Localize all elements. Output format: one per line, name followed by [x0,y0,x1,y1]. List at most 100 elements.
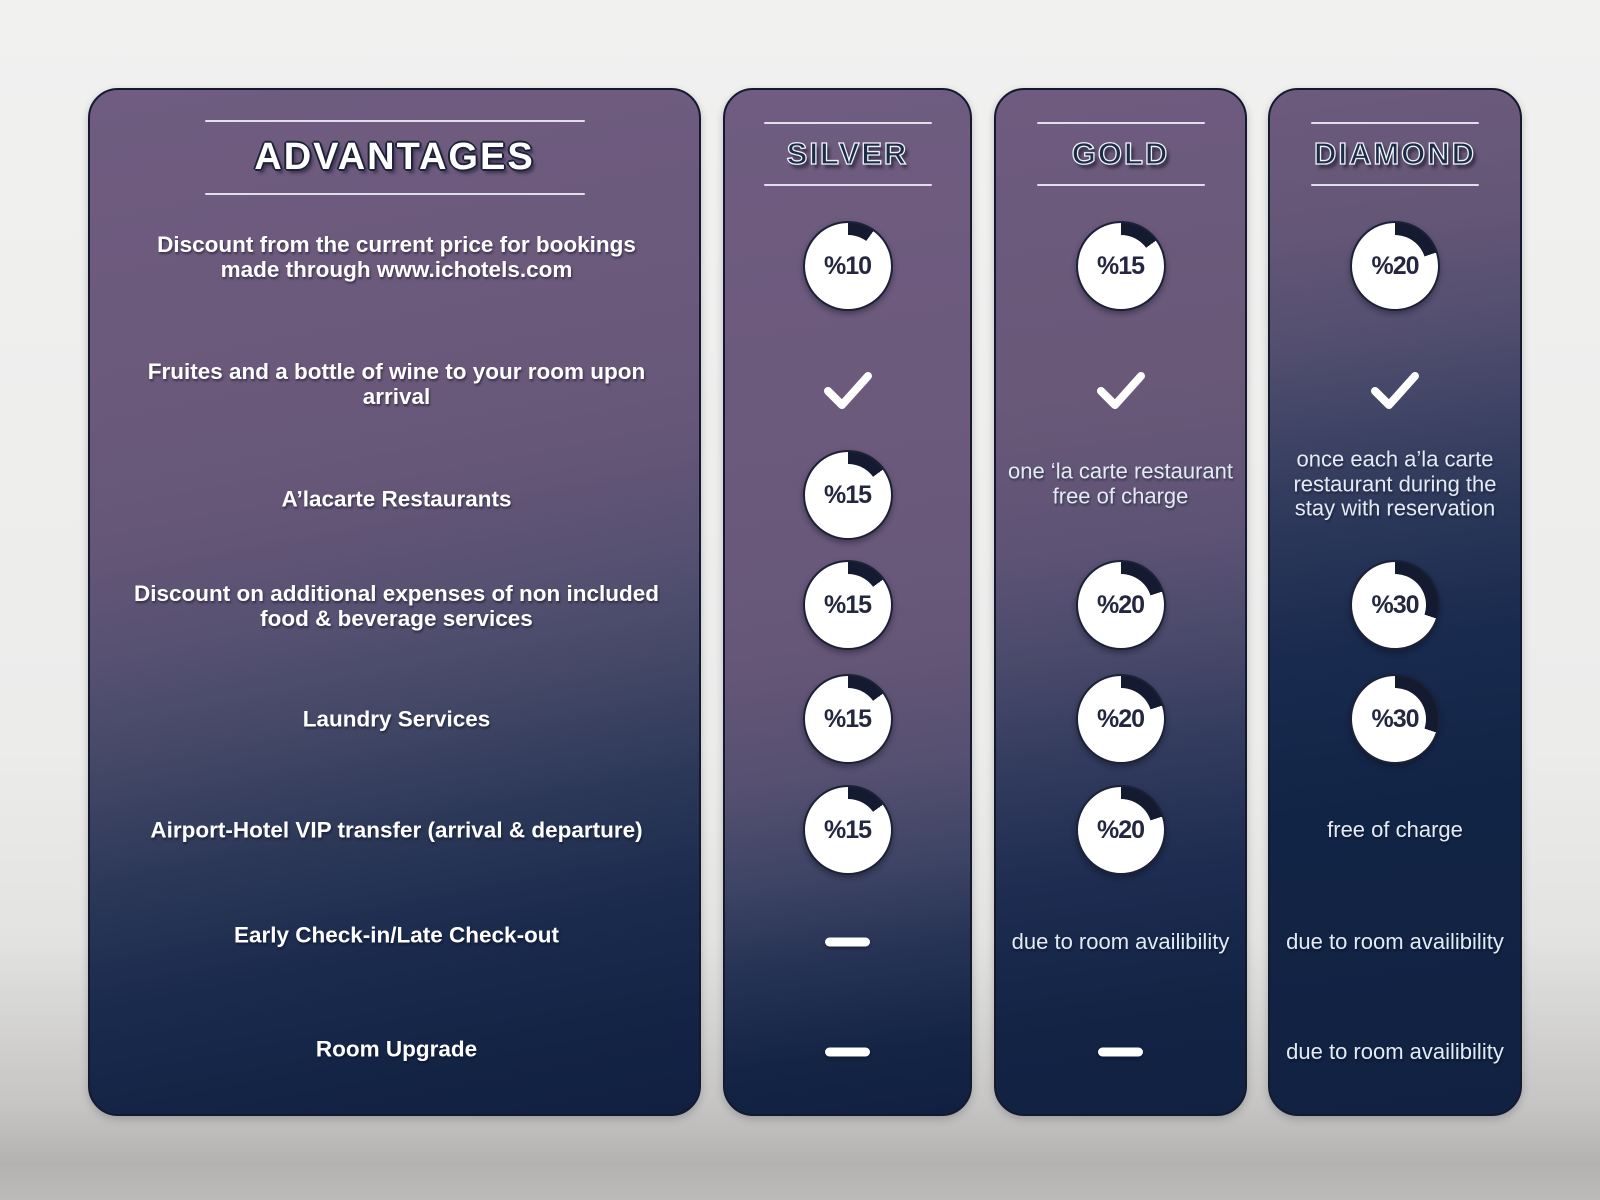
donut-chart: %20 [1350,221,1440,311]
donut-hole: %15 [816,688,879,750]
header-line-top [1311,122,1479,124]
tier-cell: due to room availibility [1270,928,1520,955]
tier-cell-text: due to room availibility [1286,928,1504,954]
tier-cell [996,369,1245,411]
donut-chart: %30 [1350,560,1440,650]
row-label: A’lacarte Restaurants [281,486,512,512]
diamond-title: DIAMOND [1313,135,1477,171]
panel-header: SILVER [725,90,970,186]
donut-hole: %30 [1364,688,1426,750]
row-label: Discount on additional expenses of non i… [133,581,660,631]
tier-cell: free of charge [1270,816,1520,843]
tier-cell: %15 [725,785,970,875]
donut-hole: %15 [1089,235,1152,297]
donut-chart: %30 [1350,674,1440,764]
donut-hole: %15 [816,574,879,636]
tier-cell [725,937,970,947]
tier-cell-text: once each a’la carte restaurant during t… [1293,446,1497,521]
tier-cell-text: free of charge [1327,816,1463,842]
tier-cell [725,1047,970,1057]
row-label: Discount from the current price for book… [157,232,636,282]
tier-cell: %20 [996,785,1245,875]
advantages-title: ADVANTAGES [254,136,535,178]
donut-value: %15 [823,590,872,619]
header-line-bottom [1311,184,1479,186]
donut-chart: %15 [802,674,893,764]
tier-cell: due to room availibility [996,928,1245,955]
donut-hole: %20 [1089,799,1152,861]
check-icon [1096,372,1145,409]
donut-value: %30 [1371,704,1419,733]
dash-mark [825,1047,870,1057]
donut-hole: %15 [816,464,879,526]
diamond-panel: DIAMOND %20 once each a’la carte restaura… [1268,88,1522,1116]
row-label: Laundry Services [302,706,491,732]
tier-cell [725,369,970,411]
donut-chart: %20 [1075,785,1166,875]
donut-value: %15 [823,480,872,509]
donut-value: %30 [1371,590,1419,619]
tier-cell: one ‘la carte restaurant free of charge [996,458,1245,509]
donut-chart: %10 [802,221,893,311]
tier-cell-text: due to room availibility [1286,1038,1504,1064]
donut-hole: %20 [1089,574,1152,636]
tier-cell: %30 [1270,674,1520,764]
donut-chart: %20 [1075,674,1166,764]
tier-cell: %20 [996,560,1245,650]
tier-cell-text: due to room availibility [1011,928,1230,954]
header-line-top [763,122,932,124]
tier-cell: %15 [996,221,1245,311]
donut-value: %20 [1096,590,1145,619]
donut-value: %15 [823,815,872,844]
check-icon [1371,372,1419,409]
row-label: Airport-Hotel VIP transfer (arrival & de… [150,817,643,843]
donut-hole: %20 [1089,688,1152,750]
tier-cell [1270,369,1520,411]
donut-value: %20 [1096,815,1145,844]
gold-panel: GOLD %15 one ‘la carte restaurant free of… [994,88,1247,1116]
tier-cell-text: one ‘la carte restaurant free of charge [1007,458,1234,508]
donut-value: %15 [823,704,872,733]
panel-header: ADVANTAGES [90,90,699,195]
donut-value: %20 [1096,704,1145,733]
donut-chart: %15 [802,450,893,540]
check-icon [823,372,872,409]
donut-chart: %15 [802,560,893,650]
panel-header: DIAMOND [1270,90,1520,186]
header-line-top [204,120,585,122]
row-label: Early Check-in/Late Check-out [233,922,560,948]
dash-mark [825,937,870,947]
header-line-bottom [204,193,585,195]
header-line-top [1036,122,1205,124]
tier-cell [996,1047,1245,1057]
tier-cell: %20 [1270,221,1520,311]
donut-hole: %15 [816,799,879,861]
header-line-bottom [1036,184,1205,186]
donut-value: %15 [1096,251,1145,280]
donut-value: %10 [823,251,872,280]
donut-hole: %30 [1364,574,1426,636]
tier-cell: %15 [725,450,970,540]
donut-chart: %15 [1075,221,1166,311]
donut-chart: %15 [802,785,893,875]
row-label: Room Upgrade [315,1036,478,1062]
silver-title: SILVER [786,135,909,171]
advantages-panel: ADVANTAGES Discount from the current pri… [88,88,701,1116]
gold-title: GOLD [1071,135,1170,171]
tier-cell: %15 [725,560,970,650]
tier-cell: %20 [996,674,1245,764]
tier-cell: %30 [1270,560,1520,650]
tier-cell: %15 [725,674,970,764]
silver-panel: SILVER %10 %15 %15 %15 %15 [723,88,972,1116]
donut-hole: %10 [816,235,879,297]
panel-header: GOLD [996,90,1245,186]
header-line-bottom [763,184,932,186]
dash-mark [1098,1047,1143,1057]
tier-cell: once each a’la carte restaurant during t… [1270,447,1520,521]
row-label: Fruites and a bottle of wine to your roo… [147,359,646,409]
donut-chart: %20 [1075,560,1166,650]
tier-cell: %10 [725,221,970,311]
donut-value: %20 [1371,251,1419,280]
donut-hole: %20 [1364,235,1426,297]
